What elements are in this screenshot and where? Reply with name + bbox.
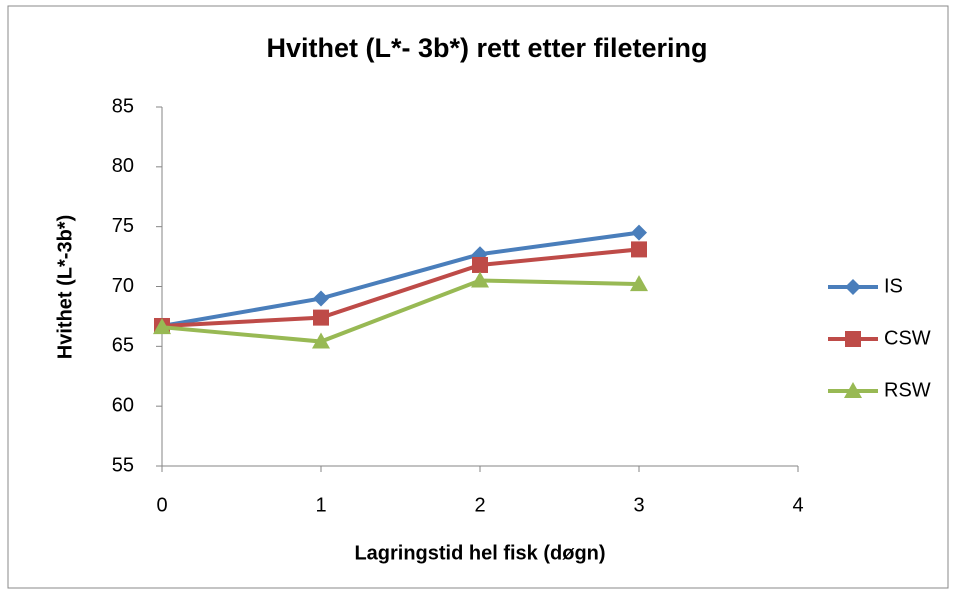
y-tick-label: 80 [112, 155, 134, 177]
x-tick-label: 3 [633, 494, 644, 516]
marker [630, 275, 648, 292]
series-line [161, 230, 640, 328]
legend-label: RSW [884, 379, 931, 401]
y-tick-label: 55 [112, 454, 134, 476]
legend-label: IS [884, 275, 903, 297]
x-tick-label: 4 [792, 494, 803, 516]
y-tick-label: 85 [112, 95, 134, 117]
chart-frame [7, 5, 949, 589]
y-tick-label: 75 [112, 215, 134, 237]
x-tick-label: 0 [156, 494, 167, 516]
marker [312, 332, 330, 349]
x-tick-label: 1 [315, 494, 326, 516]
marker [472, 256, 488, 273]
marker [845, 279, 861, 295]
marker [631, 241, 647, 258]
marker [844, 382, 862, 398]
marker [153, 318, 171, 335]
marker [471, 271, 489, 288]
y-axis-label: Hvithet (L*-3b*) [54, 215, 76, 359]
marker [845, 331, 861, 347]
legend-label: CSW [884, 327, 931, 349]
marker [313, 290, 329, 307]
x-axis-label: Lagringstid hel fisk (døgn) [354, 542, 605, 564]
y-tick-label: 70 [112, 275, 134, 297]
series-line [161, 278, 640, 344]
y-tick-label: 60 [112, 394, 134, 416]
marker [631, 224, 647, 241]
chart-title: Hvithet (L*- 3b*) rett etter filetering [266, 33, 707, 63]
y-tick-label: 65 [112, 335, 134, 357]
x-tick-label: 2 [474, 494, 485, 516]
marker [313, 309, 329, 326]
series-line [161, 247, 640, 328]
